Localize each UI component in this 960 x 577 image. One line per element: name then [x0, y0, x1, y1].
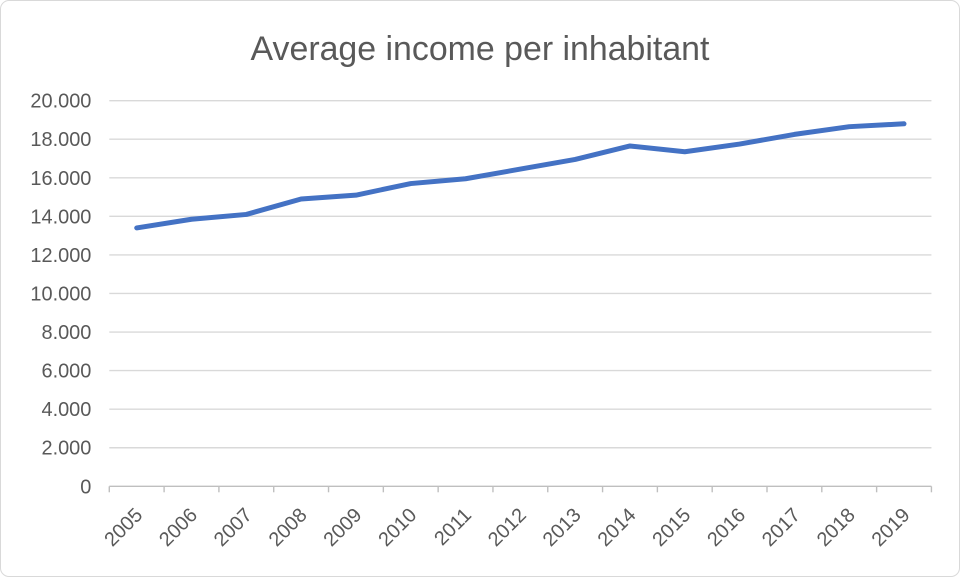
x-tick-label: 2019 — [868, 504, 915, 551]
x-tick-label: 2005 — [100, 504, 147, 551]
x-tick-label: 2014 — [594, 504, 641, 551]
y-tick-label: 18.000 — [30, 129, 91, 151]
x-tick-label: 2015 — [648, 504, 695, 551]
y-tick-label: 2.000 — [41, 438, 91, 460]
y-tick-label: 8.000 — [41, 322, 91, 344]
x-tick-label: 2013 — [539, 504, 586, 551]
gridlines-group — [109, 99, 932, 449]
income-series-line — [134, 121, 907, 231]
series-group — [134, 121, 907, 231]
y-tick-label: 10.000 — [30, 283, 91, 305]
y-tick-label: 20.000 — [30, 91, 91, 113]
y-tick-label: 12.000 — [30, 245, 91, 267]
y-tick-label: 4.000 — [41, 399, 91, 421]
axes-group — [108, 485, 933, 493]
x-tick-label: 2009 — [320, 504, 367, 551]
tick-labels-group: 0 2.000 4.000 6.000 8.000 10.000 12.000 14.000 1… — [30, 91, 914, 551]
x-tick-label: 2011 — [430, 504, 476, 550]
x-tick-label: 2006 — [155, 504, 202, 551]
x-tick-label: 2008 — [265, 504, 312, 551]
x-tick-label: 2010 — [374, 504, 421, 551]
y-tick-label: 6.000 — [41, 361, 91, 383]
x-tick-label: 2018 — [813, 504, 860, 551]
chart-title: Average income per inhabitant — [251, 30, 710, 68]
y-tick-label: 0 — [80, 476, 91, 498]
y-tick-label: 14.000 — [30, 206, 91, 228]
y-tick-label: 16.000 — [30, 168, 91, 190]
x-tick-label: 2007 — [210, 504, 257, 551]
x-tick-label: 2017 — [758, 504, 805, 551]
x-tick-label: 2016 — [703, 504, 750, 551]
x-tick-label: 2012 — [484, 504, 531, 551]
